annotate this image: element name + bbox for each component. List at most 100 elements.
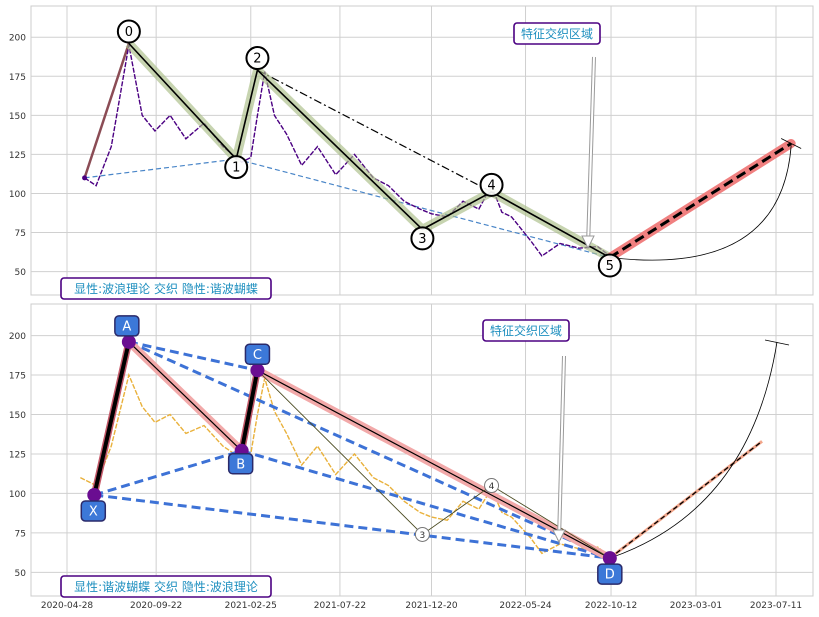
bottom-y-tick-labels: 50 75 100 125 150 175 200 — [9, 332, 26, 579]
top-wave-point-4-label: 4 — [487, 178, 495, 193]
bottom-structure-BD — [241, 449, 611, 560]
bottom-zone-label: 特征交织区域 — [482, 319, 570, 342]
top-zone-arrow-inner — [587, 56, 595, 247]
top-y-tick-labels: 50 75 100 125 150 175 200 — [9, 34, 26, 278]
bottom-structure-XB — [93, 449, 243, 497]
top-dashdot-line — [257, 69, 492, 193]
bottom-point-A-dot — [121, 334, 136, 349]
top-grid — [31, 6, 813, 295]
x-tick-2021-12-20: 2021-12-20 — [405, 601, 458, 611]
x-tick-2020-09-22: 2020-09-22 — [130, 601, 182, 611]
top-wave-point-2-circle — [245, 46, 270, 71]
bottom-minor-point-3-circle — [414, 526, 430, 542]
top-projection-tick — [780, 138, 802, 149]
top-ytick-75: 75 — [15, 229, 26, 239]
top-wave-point-3-label: 3 — [418, 232, 426, 247]
x-tick-2023-03-01: 2023-03-01 — [670, 601, 722, 611]
top-support-line-a — [84, 158, 237, 179]
top-wave-point-5-circle — [597, 253, 622, 278]
bottom-leg-XA — [92, 341, 131, 496]
bottom-leg-BC — [239, 369, 260, 452]
bottom-point-B-box — [227, 453, 254, 475]
bottom-price-line — [80, 372, 611, 558]
bot-ytick-75: 75 — [15, 529, 26, 539]
bottom-structure-XD — [94, 493, 611, 560]
top-wave-point-0-label: 0 — [125, 25, 133, 40]
bottom-leg-AB — [128, 341, 243, 452]
bot-ytick-150: 150 — [9, 411, 26, 421]
top-ytick-100: 100 — [9, 190, 26, 200]
top-ytick-150: 150 — [9, 112, 26, 122]
bottom-projection-band — [608, 440, 763, 560]
bottom-minor-point-4-circle — [484, 478, 500, 494]
bottom-projection-tick — [764, 339, 790, 346]
top-wave-panel: 50 75 100 125 150 175 200 0 1 2 3 4 5 特征交织区域 显性:波浪理… — [9, 5, 814, 300]
top-ytick-50: 50 — [15, 268, 27, 278]
top-price-line — [84, 44, 611, 257]
bottom-structure-AD — [128, 340, 611, 560]
top-wave-path — [128, 42, 611, 259]
bottom-structure-AC — [128, 340, 258, 372]
bottom-legend-text: 显性:谐波蝴蝶 交织 隐性:波浪理论 — [74, 579, 258, 594]
bot-ytick-125: 125 — [9, 450, 26, 460]
x-tick-2021-02-25: 2021-02-25 — [225, 601, 277, 611]
bottom-point-D-dot — [602, 551, 617, 566]
top-zone-label: 特征交织区域 — [513, 22, 601, 45]
bot-ytick-175: 175 — [9, 372, 26, 382]
bot-ytick-200: 200 — [9, 332, 26, 342]
bottom-pattern-points: X A B C D 3 4 — [80, 315, 623, 585]
top-x-to-0-line — [83, 43, 131, 179]
bottom-point-D-label: D — [605, 568, 615, 583]
bottom-projection-arc — [609, 341, 778, 559]
bottom-point-B-label: B — [236, 457, 245, 472]
bottom-point-A-label: A — [122, 319, 131, 334]
bottom-minor-point-4-label: 4 — [489, 482, 495, 492]
x-tick-2023-07-11: 2023-07-11 — [750, 601, 802, 611]
top-price-start-dot — [82, 175, 88, 181]
bottom-point-X-box — [80, 500, 107, 522]
bottom-harmonic-panel: 50 75 100 125 150 175 200 2020-04-28 2020-09-22… — [9, 303, 814, 611]
bottom-hidden-wave-path — [257, 369, 611, 559]
top-wave-point-5-label: 5 — [606, 259, 614, 274]
bottom-point-X-dot — [87, 487, 102, 502]
bottom-zone-label-text: 特征交织区域 — [490, 323, 562, 338]
x-tick-2022-05-24: 2022-05-24 — [499, 601, 552, 611]
top-wave-point-0-circle — [116, 19, 141, 44]
bottom-minor-point-3-label: 3 — [420, 531, 426, 541]
top-zone-label-text: 特征交织区域 — [521, 26, 593, 41]
top-zone-arrow-head — [581, 235, 595, 250]
bottom-legend-box: 显性:谐波蝴蝶 交织 隐性:波浪理论 — [60, 575, 272, 598]
top-legend-box: 显性:波浪理论 交织 隐性:谐波蝴蝶 — [60, 277, 272, 300]
top-ytick-175: 175 — [9, 73, 26, 83]
bottom-plot-area — [80, 337, 790, 563]
bottom-point-D-box — [597, 563, 623, 585]
bottom-leg-CD — [257, 369, 611, 559]
top-wave-point-1-circle — [224, 155, 249, 180]
bottom-x-tick-labels: 2020-04-28 2020-09-22 2021-02-25 2021-07-22… — [41, 601, 802, 611]
top-plot-area — [82, 40, 802, 263]
top-projection-arc — [609, 145, 792, 261]
top-wave-point-1-label: 1 — [232, 161, 240, 176]
bot-ytick-100: 100 — [9, 490, 26, 500]
x-tick-2020-04-28: 2020-04-28 — [41, 601, 94, 611]
top-legend-text: 显性:波浪理论 交织 隐性:谐波蝴蝶 — [74, 281, 258, 296]
top-wave-point-4-circle — [479, 172, 504, 197]
bottom-zone-arrow-inner — [558, 355, 565, 541]
top-wave-point-2-label: 2 — [253, 52, 261, 67]
x-tick-2022-10-12: 2022-10-12 — [585, 601, 637, 611]
top-support-line-b — [236, 158, 610, 259]
bot-ytick-50: 50 — [15, 569, 27, 579]
bottom-point-C-label: C — [253, 348, 262, 363]
top-ytick-200: 200 — [9, 34, 26, 44]
bottom-point-C-dot — [250, 363, 265, 378]
top-ytick-125: 125 — [9, 151, 26, 161]
bottom-panel-frame — [30, 303, 814, 597]
bottom-zone-arrow-head — [552, 529, 566, 544]
top-projection-line — [609, 142, 792, 259]
bottom-point-X-label: X — [89, 504, 98, 519]
bottom-point-C-box — [244, 343, 271, 366]
top-wave-point-3-circle — [410, 226, 435, 251]
x-tick-2021-07-22: 2021-07-22 — [314, 601, 366, 611]
bottom-point-A-box — [114, 315, 140, 337]
